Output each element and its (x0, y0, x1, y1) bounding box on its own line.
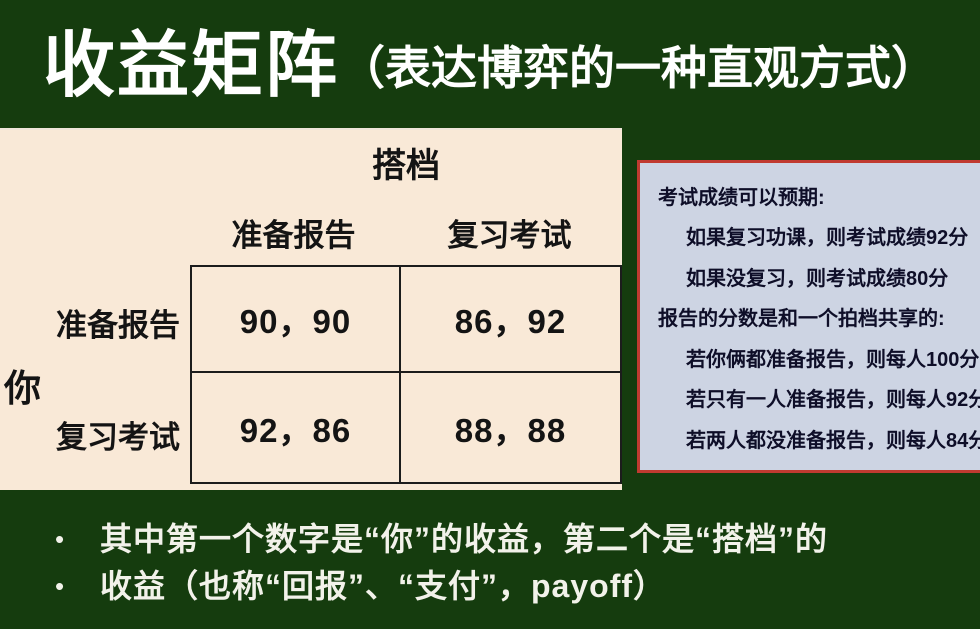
notes-list: • 其中第一个数字是“你”的收益，第二个是“搭档”的 • 收益（也称“回报”、“… (55, 516, 955, 610)
payoff-cell-1-1: 88，88 (399, 371, 620, 482)
partner-axis-label: 搭档 (372, 147, 440, 185)
info-line-one-92: 若只有一人准备报告，则每人92分 (686, 389, 980, 411)
payoff-matrix-panel: 搭档 准备报告 复习考试 90，90 86，92 92，86 88，88 准备报… (0, 128, 622, 490)
score-rules-panel: 考试成绩可以预期: 如果复习功课，则考试成绩92分 如果没复习，则考试成绩80分… (637, 160, 980, 473)
info-line-noreview-80: 如果没复习，则考试成绩80分 (686, 267, 949, 290)
column-header-review-exam: 复习考试 (447, 218, 572, 253)
page-title: 收益矩阵 （表达博弈的一种直观方式） (0, 6, 980, 111)
row-header-prepare-report: 准备报告 (56, 308, 180, 343)
payoff-cell-1-0: 92，86 (192, 371, 399, 482)
bullet-icon: • (55, 571, 65, 601)
row-header-review-exam: 复习考试 (56, 420, 180, 455)
list-item: • 其中第一个数字是“你”的收益，第二个是“搭档”的 (55, 516, 955, 563)
list-item: • 收益（也称“回报”、“支付”，payoff） (55, 563, 955, 610)
note-line-2: 收益（也称“回报”、“支付”，payoff） (100, 568, 667, 604)
info-line-none-84: 若两人都没准备报告，则每人84分 (686, 429, 980, 452)
payoff-cell-0-0: 90，90 (239, 303, 352, 340)
payoff-cell-0-1: 86，92 (399, 267, 620, 371)
bullet-icon: • (55, 524, 65, 554)
info-line-exam-expect: 考试成绩可以预期: (658, 186, 825, 209)
note-line-1: 其中第一个数字是“你”的收益，第二个是“搭档”的 (100, 521, 829, 557)
column-header-prepare-report: 准备报告 (231, 218, 356, 253)
title-subtitle: （表达博弈的一种直观方式） (339, 41, 937, 94)
info-line-both-100: 若你俩都准备报告，则每人100分 (686, 348, 980, 371)
you-axis-label: 你 (4, 368, 41, 409)
info-line-review-92: 如果复习功课，则考试成绩92分 (686, 227, 969, 249)
payoff-grid: 90，90 86，92 92，86 88，88 (190, 265, 622, 484)
info-line-report-shared: 报告的分数是和一个拍档共享的: (658, 308, 945, 330)
title-main: 收益矩阵 (42, 26, 339, 106)
